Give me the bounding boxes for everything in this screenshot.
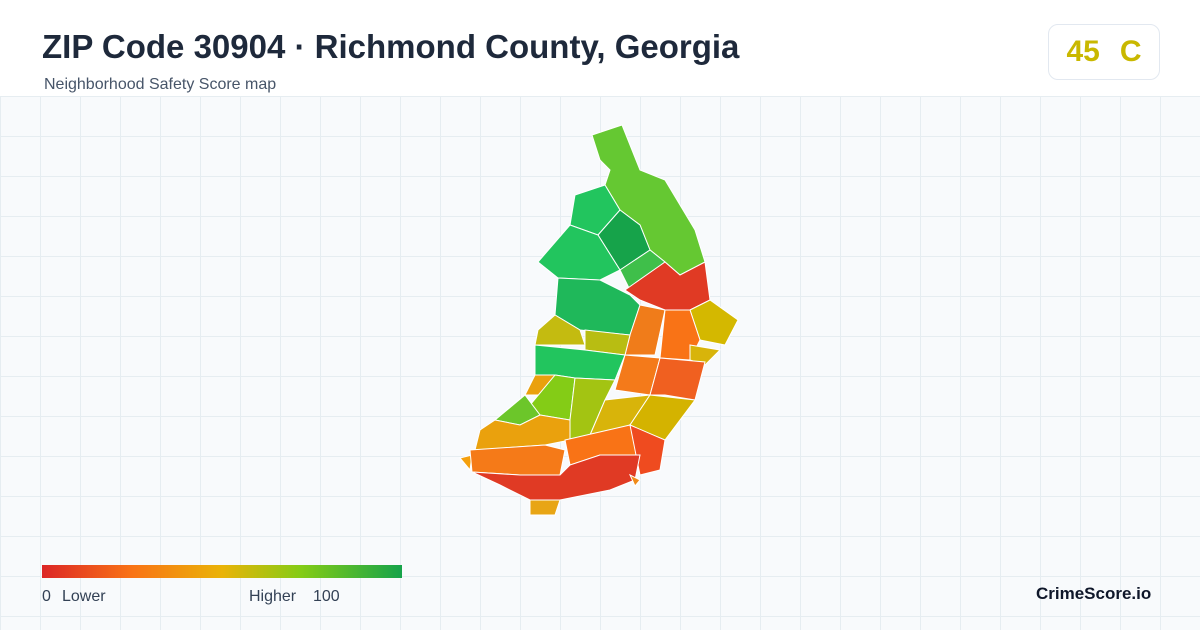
title: ZIP Code 30904 · Richmond County, Georgi… <box>42 28 740 65</box>
brand: CrimeScore.io <box>1036 584 1152 603</box>
legend-gradient <box>42 565 402 578</box>
legend-max-label: Higher <box>249 588 297 605</box>
score-value: 45 <box>1066 35 1100 68</box>
legend-min: 0 <box>42 588 51 605</box>
neighborhoods <box>459 124 739 516</box>
legend-scale <box>42 565 402 578</box>
legend-max: 100 <box>313 588 340 605</box>
subtitle: Neighborhood Safety Score map <box>44 76 277 93</box>
header <box>0 0 1200 96</box>
legend-min-label: Lower <box>62 588 106 605</box>
score-grade: C <box>1119 35 1142 68</box>
score-badge: 45 C <box>1048 24 1160 80</box>
